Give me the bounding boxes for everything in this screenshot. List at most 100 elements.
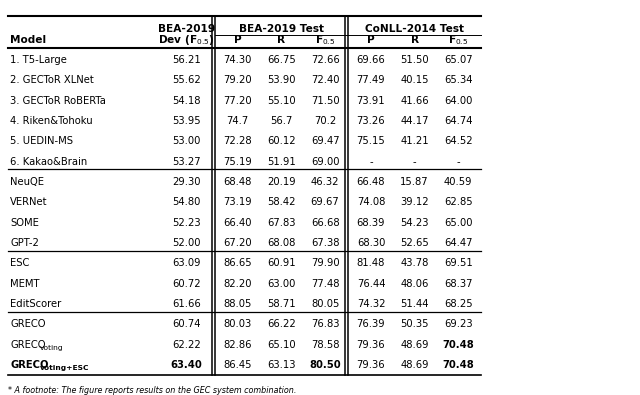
Text: 63.09: 63.09 (172, 258, 200, 268)
Text: 81.48: 81.48 (356, 258, 385, 268)
Text: GRECO: GRECO (10, 340, 46, 350)
Text: 76.44: 76.44 (356, 279, 385, 289)
Text: 72.40: 72.40 (311, 75, 339, 85)
Text: 69.00: 69.00 (311, 157, 339, 167)
Text: 3. GECToR RoBERTa: 3. GECToR RoBERTa (10, 96, 106, 105)
Text: 60.91: 60.91 (267, 258, 296, 268)
Text: GRECO: GRECO (10, 320, 46, 329)
Text: 46.32: 46.32 (311, 177, 339, 187)
Text: -: - (456, 157, 460, 167)
Text: 68.39: 68.39 (356, 218, 385, 228)
Text: 79.36: 79.36 (356, 340, 385, 350)
Text: 44.17: 44.17 (401, 116, 429, 126)
Text: 53.00: 53.00 (172, 136, 200, 146)
Text: 72.66: 72.66 (311, 55, 339, 65)
Text: 73.91: 73.91 (356, 96, 385, 105)
Text: 54.23: 54.23 (401, 218, 429, 228)
Text: 69.51: 69.51 (444, 258, 473, 268)
Text: -: - (369, 157, 372, 167)
Text: 41.21: 41.21 (400, 136, 429, 146)
Text: 60.72: 60.72 (172, 279, 200, 289)
Text: 60.12: 60.12 (267, 136, 296, 146)
Text: 55.62: 55.62 (172, 75, 200, 85)
Text: 53.95: 53.95 (172, 116, 200, 126)
Text: F$_{0.5}$: F$_{0.5}$ (448, 33, 468, 47)
Text: 66.22: 66.22 (267, 320, 296, 329)
Text: 62.85: 62.85 (444, 198, 472, 207)
Text: 66.75: 66.75 (267, 55, 296, 65)
Text: 73.19: 73.19 (223, 198, 252, 207)
Text: 73.26: 73.26 (356, 116, 385, 126)
Text: GRECO: GRECO (10, 360, 49, 370)
Text: 71.50: 71.50 (311, 96, 339, 105)
Text: 86.45: 86.45 (223, 360, 252, 370)
Text: R: R (411, 35, 419, 45)
Text: 77.49: 77.49 (356, 75, 385, 85)
Text: ESC: ESC (10, 258, 29, 268)
Text: NeuQE: NeuQE (10, 177, 44, 187)
Text: 29.30: 29.30 (172, 177, 200, 187)
Text: 48.69: 48.69 (401, 340, 429, 350)
Text: 70.48: 70.48 (442, 360, 474, 370)
Text: P: P (367, 35, 375, 45)
Text: 64.52: 64.52 (444, 136, 472, 146)
Text: 75.15: 75.15 (356, 136, 385, 146)
Text: Dev (F$_{0.5}$): Dev (F$_{0.5}$) (158, 33, 214, 47)
Text: P: P (234, 35, 242, 45)
Text: 58.42: 58.42 (267, 198, 296, 207)
Text: 68.30: 68.30 (356, 238, 385, 248)
Text: 56.7: 56.7 (270, 116, 292, 126)
Text: 68.48: 68.48 (223, 177, 252, 187)
Text: EditScorer: EditScorer (10, 299, 61, 309)
Text: 76.83: 76.83 (311, 320, 339, 329)
Text: 63.00: 63.00 (268, 279, 296, 289)
Text: 74.7: 74.7 (227, 116, 249, 126)
Text: 86.65: 86.65 (223, 258, 252, 268)
Text: 5. UEDIN-MS: 5. UEDIN-MS (10, 136, 74, 146)
Text: 69.66: 69.66 (356, 55, 385, 65)
Text: 2. GECToR XLNet: 2. GECToR XLNet (10, 75, 94, 85)
Text: 67.20: 67.20 (223, 238, 252, 248)
Text: 53.27: 53.27 (172, 157, 200, 167)
Text: 51.44: 51.44 (401, 299, 429, 309)
Text: R: R (277, 35, 285, 45)
Text: 1. T5-Large: 1. T5-Large (10, 55, 67, 65)
Text: SOME: SOME (10, 218, 39, 228)
Text: 52.00: 52.00 (172, 238, 200, 248)
Text: 75.19: 75.19 (223, 157, 252, 167)
Text: 58.71: 58.71 (267, 299, 296, 309)
Text: 79.20: 79.20 (223, 75, 252, 85)
Text: 66.68: 66.68 (311, 218, 339, 228)
Text: 74.32: 74.32 (356, 299, 385, 309)
Text: 69.47: 69.47 (311, 136, 339, 146)
Text: 64.47: 64.47 (444, 238, 472, 248)
Text: 68.25: 68.25 (444, 299, 472, 309)
Text: 78.58: 78.58 (311, 340, 339, 350)
Text: 70.2: 70.2 (314, 116, 336, 126)
Text: voting: voting (40, 345, 64, 351)
Text: 64.00: 64.00 (444, 96, 472, 105)
Text: 77.48: 77.48 (311, 279, 339, 289)
Text: 54.18: 54.18 (172, 96, 200, 105)
Text: 76.39: 76.39 (356, 320, 385, 329)
Text: 74.08: 74.08 (356, 198, 385, 207)
Text: 4. Riken&Tohoku: 4. Riken&Tohoku (10, 116, 93, 126)
Text: 67.38: 67.38 (311, 238, 339, 248)
Text: 65.10: 65.10 (267, 340, 296, 350)
Text: BEA-2019 Test: BEA-2019 Test (239, 24, 324, 34)
Text: 52.65: 52.65 (400, 238, 429, 248)
Text: 69.67: 69.67 (311, 198, 339, 207)
Text: 65.34: 65.34 (444, 75, 472, 85)
Text: F$_{0.5}$: F$_{0.5}$ (315, 33, 335, 47)
Text: 53.90: 53.90 (267, 75, 296, 85)
Text: 60.74: 60.74 (172, 320, 200, 329)
Text: 69.23: 69.23 (444, 320, 472, 329)
Text: voting+ESC: voting+ESC (40, 365, 90, 371)
Text: 15.87: 15.87 (400, 177, 429, 187)
Text: 40.59: 40.59 (444, 177, 472, 187)
Text: BEA-2019: BEA-2019 (157, 24, 215, 34)
Text: CoNLL-2014 Test: CoNLL-2014 Test (365, 24, 464, 34)
Text: 50.35: 50.35 (401, 320, 429, 329)
Text: 88.05: 88.05 (223, 299, 252, 309)
Text: 77.20: 77.20 (223, 96, 252, 105)
